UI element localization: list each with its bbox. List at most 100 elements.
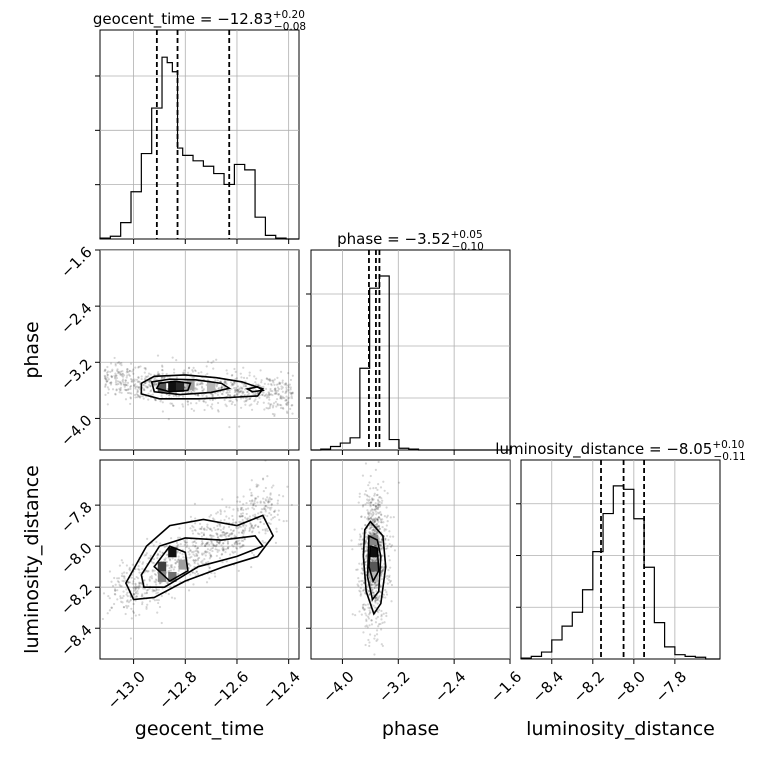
sample-point <box>365 541 368 544</box>
sample-point <box>124 384 127 387</box>
sample-point <box>146 385 149 389</box>
sample-point <box>268 496 271 499</box>
sample-point <box>135 393 138 396</box>
sample-point <box>145 569 148 572</box>
sample-point <box>276 376 279 379</box>
sample-point <box>380 615 383 618</box>
sample-point <box>171 356 174 359</box>
sample-point <box>375 559 378 562</box>
sample-point <box>147 372 151 375</box>
sample-point <box>121 561 124 564</box>
sample-point <box>194 545 197 548</box>
sample-point <box>160 394 163 397</box>
sample-point <box>375 629 379 632</box>
sample-point <box>372 513 375 516</box>
sample-point <box>116 598 119 601</box>
sample-point <box>197 551 200 554</box>
sample-point <box>368 514 371 517</box>
sample-point <box>230 374 234 377</box>
sample-point <box>120 559 123 562</box>
sample-point <box>256 391 259 395</box>
sample-point <box>364 524 367 527</box>
sample-point <box>142 384 146 387</box>
sample-point <box>182 556 185 559</box>
sample-point <box>359 543 362 546</box>
sample-point <box>263 507 266 511</box>
sample-point <box>367 615 370 618</box>
sample-point <box>222 531 225 534</box>
sample-point <box>218 549 221 552</box>
sample-point <box>364 563 367 567</box>
sample-point <box>268 393 271 396</box>
sample-point <box>170 596 174 599</box>
sample-point <box>155 598 159 602</box>
sample-point <box>160 377 164 380</box>
sample-point <box>228 534 231 537</box>
sample-point <box>242 525 245 528</box>
sample-point <box>207 560 210 564</box>
sample-point <box>143 371 146 374</box>
sample-point <box>209 534 212 537</box>
sample-point <box>367 484 370 487</box>
sample-point <box>374 599 377 602</box>
sample-point <box>376 517 379 520</box>
sample-point <box>242 366 245 369</box>
sample-point <box>187 547 191 550</box>
sample-point <box>120 574 124 578</box>
sample-point <box>116 580 120 583</box>
sample-point <box>149 385 152 388</box>
sample-point <box>178 536 182 539</box>
sample-point <box>126 388 129 391</box>
sample-point <box>263 408 266 411</box>
sample-point <box>110 606 113 609</box>
sample-point <box>278 403 282 406</box>
sample-point <box>114 374 118 377</box>
sample-point <box>380 521 383 524</box>
density-cell <box>168 381 177 392</box>
sample-point <box>250 566 253 569</box>
sample-point <box>129 599 132 602</box>
sample-point <box>161 369 164 372</box>
sample-point <box>252 502 255 505</box>
sample-point <box>361 589 365 592</box>
sample-point <box>119 382 123 385</box>
sample-point <box>208 577 211 580</box>
sample-point <box>243 400 246 403</box>
sample-point <box>117 382 120 386</box>
sample-point <box>282 495 285 498</box>
sample-point <box>374 502 377 505</box>
sample-point <box>150 575 153 578</box>
sample-point <box>176 550 179 553</box>
sample-point <box>191 369 194 372</box>
sample-point <box>365 614 368 617</box>
sample-point <box>276 499 280 502</box>
sample-point <box>358 580 361 583</box>
sample-point <box>380 513 383 517</box>
sample-point <box>202 388 206 391</box>
sample-point <box>375 506 378 509</box>
sample-point <box>119 373 122 376</box>
sample-point <box>213 544 216 547</box>
sample-point <box>378 500 381 504</box>
sample-point <box>268 506 271 509</box>
sample-point <box>381 570 384 574</box>
sample-point <box>182 372 185 375</box>
sample-point <box>104 383 107 386</box>
sample-point <box>378 540 381 543</box>
sample-point <box>225 382 228 386</box>
sample-point <box>270 384 273 387</box>
sample-point <box>380 609 383 613</box>
panel-frame <box>310 459 511 660</box>
sample-point <box>285 519 288 523</box>
sample-point <box>103 374 106 377</box>
sample-point <box>151 561 154 564</box>
sample-point <box>208 528 212 531</box>
sample-point <box>358 495 361 498</box>
sample-point <box>358 610 361 613</box>
sample-point <box>235 393 238 396</box>
x-tick-label-phase: −3.2 <box>375 668 413 706</box>
sample-point <box>356 568 359 571</box>
sample-point <box>152 561 155 565</box>
sample-point <box>267 396 271 399</box>
sample-point <box>372 591 376 594</box>
